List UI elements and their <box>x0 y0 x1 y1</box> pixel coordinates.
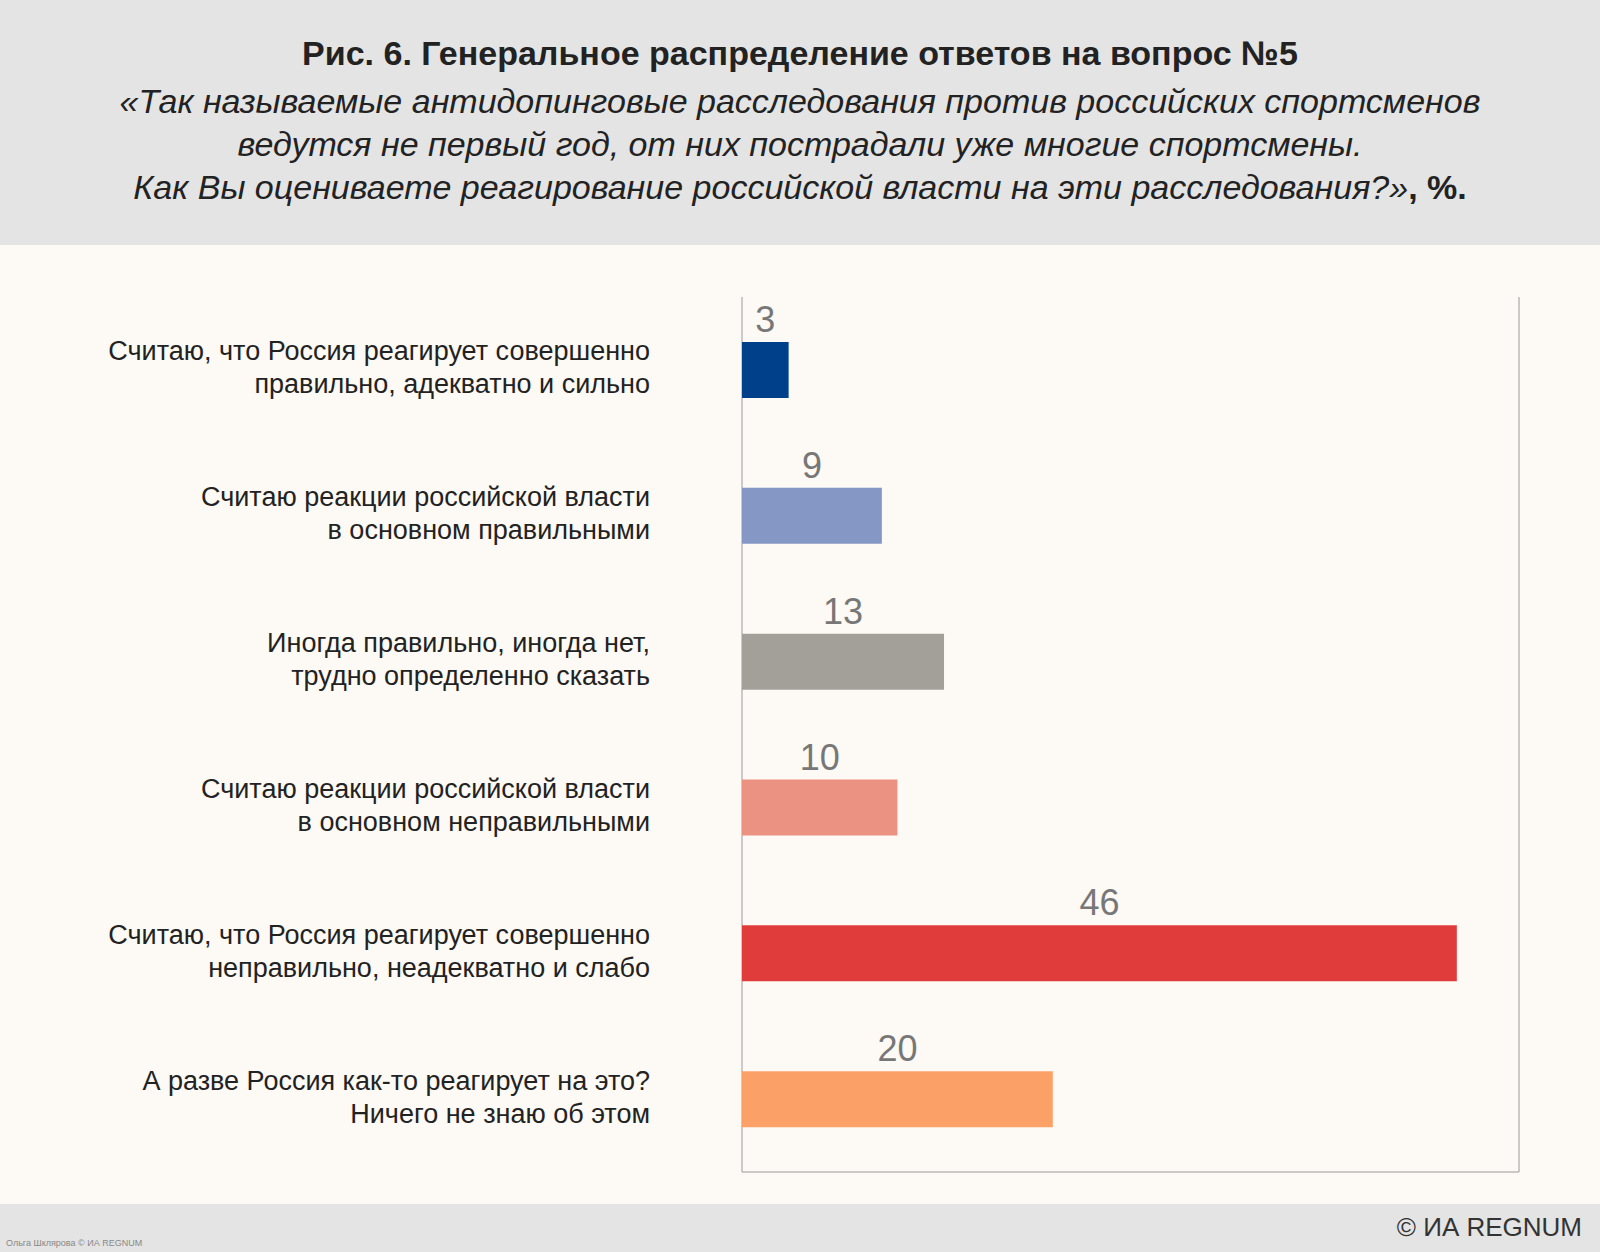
svg-text:Считаю реакции российской влас: Считаю реакции российской властив основн… <box>201 774 650 837</box>
svg-text:Считаю реакции российской влас: Считаю реакции российской властив основн… <box>201 482 650 545</box>
svg-text:9: 9 <box>802 445 822 486</box>
svg-text:3: 3 <box>755 299 775 340</box>
svg-text:20: 20 <box>877 1028 917 1069</box>
html-text:© ИА REGNUM: © ИА REGNUM <box>1396 1212 1582 1242</box>
svg-text:46: 46 <box>1079 882 1119 923</box>
html-text:Рис. 6. Генеральное распределе: Рис. 6. Генеральное распределение ответо… <box>302 34 1298 72</box>
svg-text:Иногда правильно, иногда нет,т: Иногда правильно, иногда нет,трудно опре… <box>267 628 650 691</box>
svg-text:Считаю, что Россия реагирует с: Считаю, что Россия реагирует совершеннон… <box>108 920 650 983</box>
svg-text:10: 10 <box>800 737 840 778</box>
html-text:«Так называемые антидопинговые: «Так называемые антидопинговые расследов… <box>119 82 1481 206</box>
svg-text:Считаю, что Россия реагирует с: Считаю, что Россия реагирует совершенноп… <box>108 337 650 400</box>
svg-text:А разве Россия как-то реагируе: А разве Россия как-то реагирует на это?Н… <box>142 1066 650 1129</box>
html-text:Ольга Шклярова © ИА REGNUM: Ольга Шклярова © ИА REGNUM <box>6 1238 143 1248</box>
svg-text:13: 13 <box>823 591 863 632</box>
